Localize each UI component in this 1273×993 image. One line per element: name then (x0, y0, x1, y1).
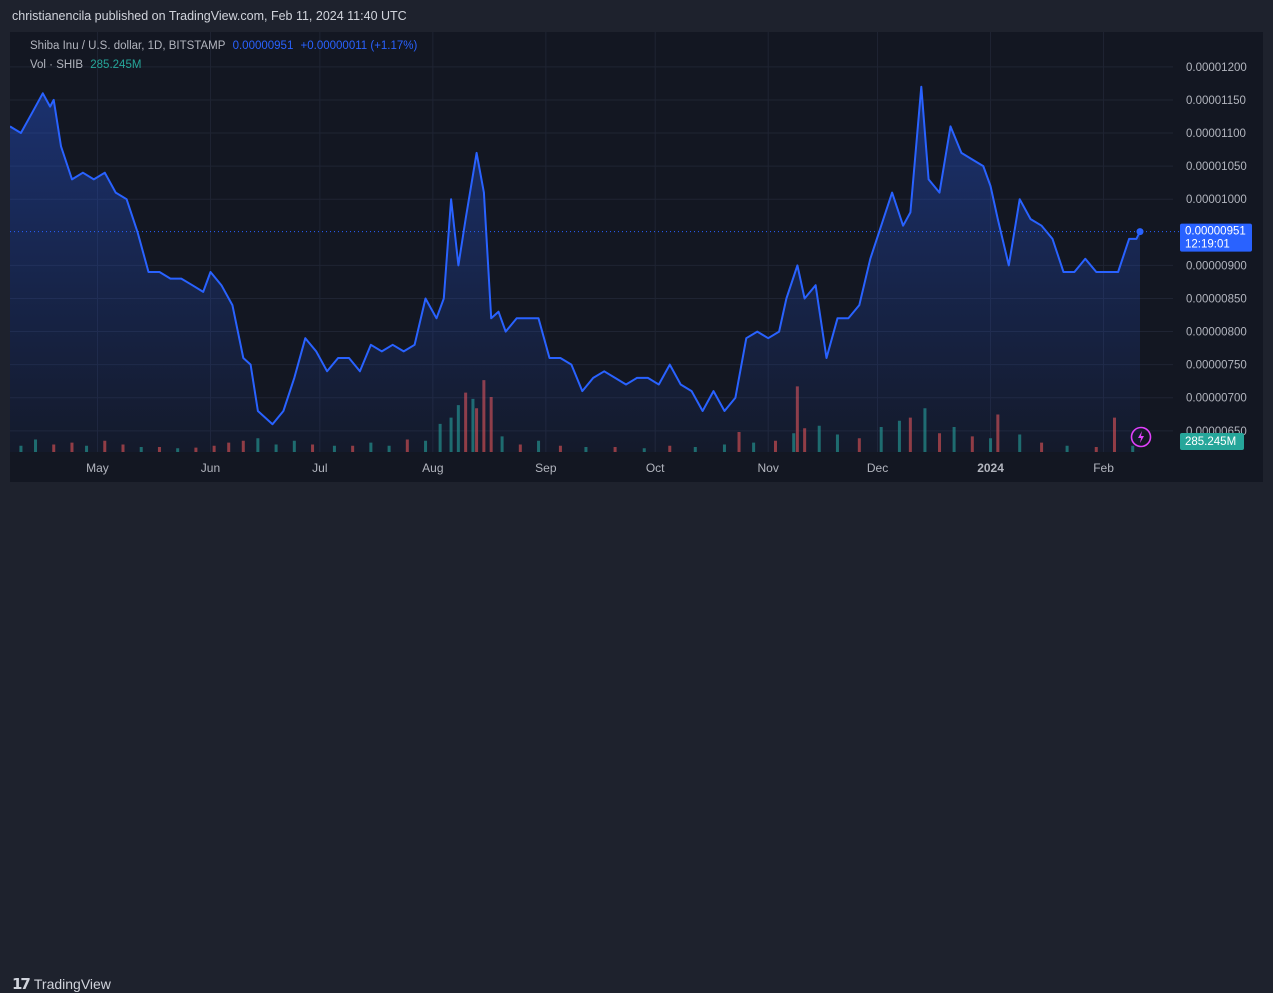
price-badge-text: 0.00000951 (1185, 226, 1246, 238)
x-tick-label: Jul (312, 461, 327, 475)
y-tick-label: 0.00001100 (1186, 128, 1246, 140)
volume-label: Vol · SHIB (30, 59, 83, 71)
chart-panel[interactable]: 0.00001200 0.00001150 0.00001100 0.00001050… (10, 32, 1263, 482)
x-tick-label: Nov (758, 461, 779, 475)
price-change: +0.00000011 (+1.17%) (301, 40, 418, 52)
x-tick-label: May (86, 461, 109, 475)
y-tick-label: 0.00000700 (1186, 393, 1247, 405)
y-tick-label: 0.00000900 (1186, 260, 1247, 272)
x-tick-label: Dec (867, 461, 888, 475)
x-tick-label: Oct (646, 461, 665, 475)
symbol-title: Shiba Inu / U.S. dollar, 1D, BITSTAMP (30, 40, 225, 52)
y-tick-label: 0.00000750 (1186, 360, 1247, 372)
price-chart[interactable]: 0.00001200 0.00001150 0.00001100 0.00001050… (10, 32, 1263, 482)
tradingview-logo[interactable]: 17 TradingView (12, 975, 111, 993)
published-header: christianencila published on TradingView… (0, 0, 1273, 32)
footer: 17 TradingView (0, 482, 1273, 522)
y-tick-label: 0.00000850 (1186, 293, 1247, 305)
symbol-legend[interactable]: Shiba Inu / U.S. dollar, 1D, BITSTAMP 0.… (30, 40, 421, 52)
price-area (10, 87, 1140, 452)
last-price: 0.00000951 (233, 40, 294, 52)
y-tick-label: 0.00000800 (1186, 327, 1247, 339)
tradingview-logo-icon: 17 (12, 975, 29, 993)
volume-value: 285.245M (90, 59, 141, 71)
last-price-dot (1137, 228, 1144, 235)
y-tick-label: 0.00001050 (1186, 161, 1247, 173)
y-tick-label: 0.00001150 (1186, 95, 1246, 107)
publisher-text: christianencila published on TradingView… (12, 9, 407, 23)
y-tick-label: 0.00001000 (1186, 194, 1247, 206)
x-tick-label: Feb (1093, 461, 1114, 475)
tradingview-brand: TradingView (34, 976, 111, 992)
volume-legend[interactable]: Vol · SHIB 285.245M (30, 59, 145, 71)
x-tick-label: Jun (201, 461, 220, 475)
x-tick-label: 2024 (977, 461, 1004, 475)
countdown-text: 12:19:01 (1185, 239, 1230, 251)
x-tick-label: Aug (422, 461, 443, 475)
volume-badge-text: 285.245M (1185, 436, 1236, 448)
y-tick-label: 0.00001200 (1186, 62, 1247, 74)
x-tick-label: Sep (535, 461, 557, 475)
